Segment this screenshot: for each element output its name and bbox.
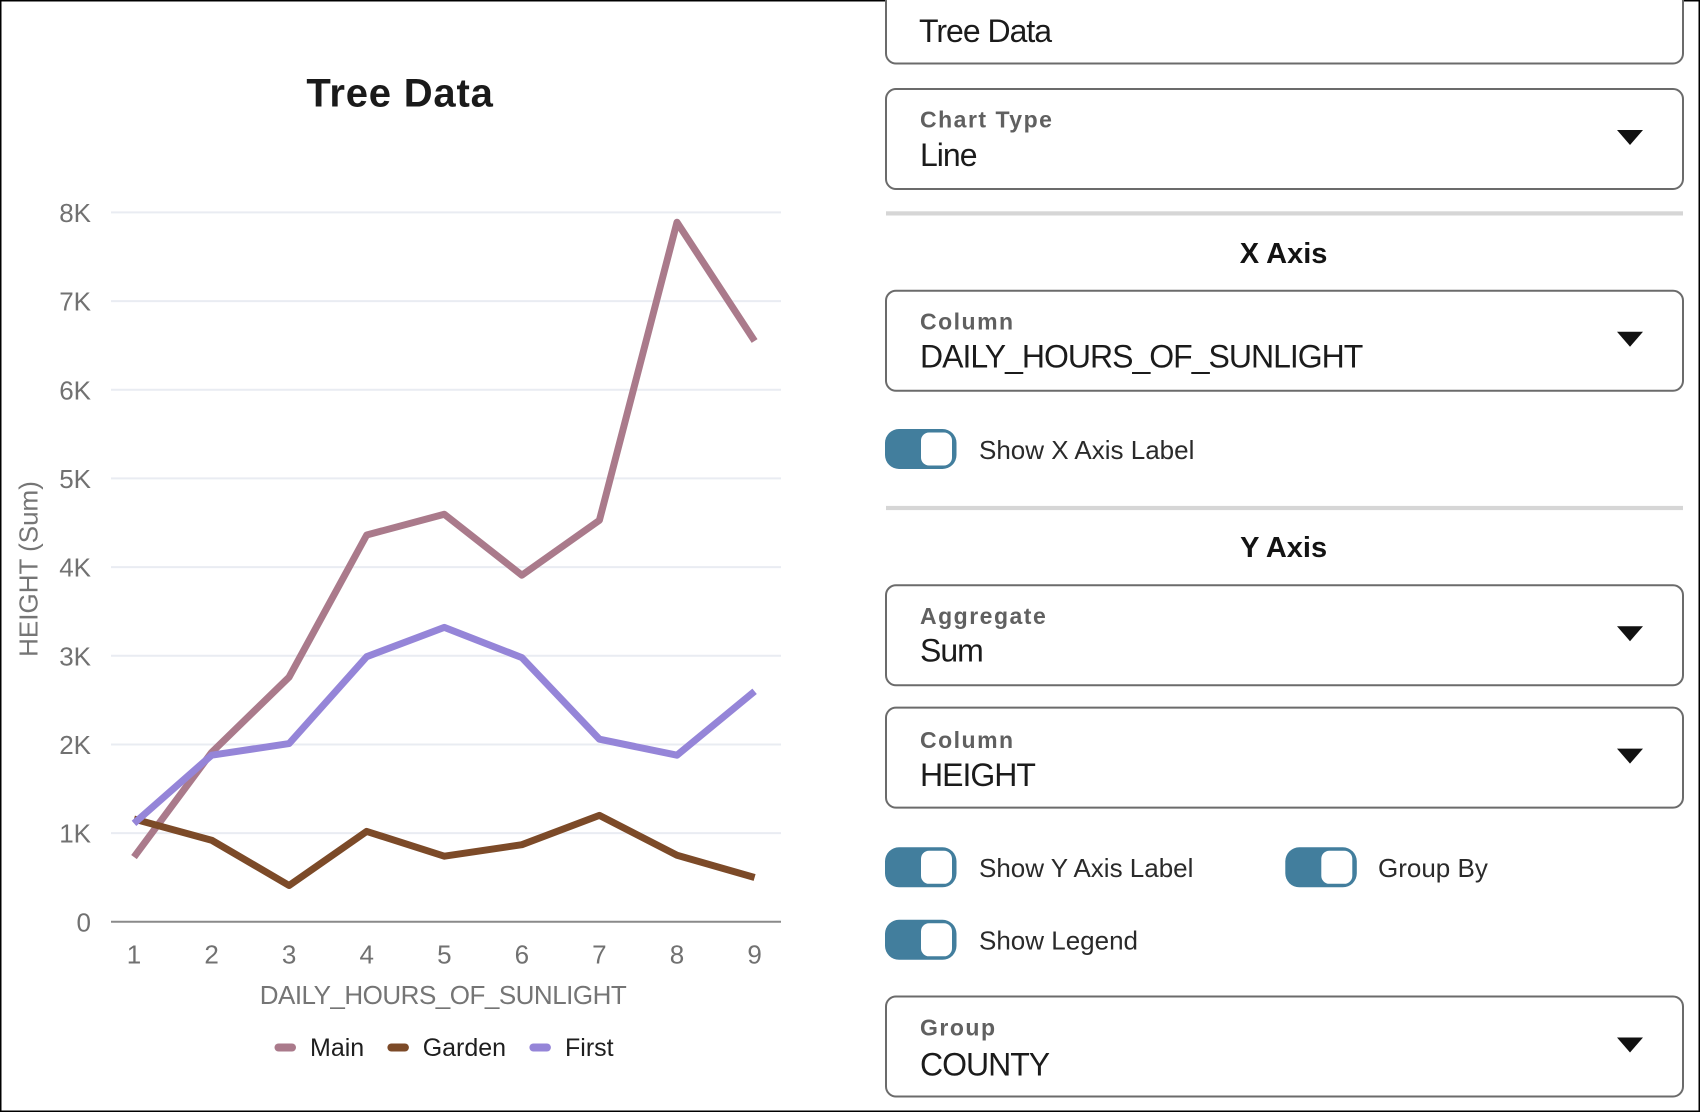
svg-text:1: 1 — [127, 939, 141, 969]
svg-text:DAILY_HOURS_OF_SUNLIGHT: DAILY_HOURS_OF_SUNLIGHT — [260, 980, 627, 1010]
svg-text:Show Y Axis Label: Show Y Axis Label — [979, 853, 1193, 883]
svg-text:Show X Axis Label: Show X Axis Label — [979, 435, 1194, 465]
svg-text:Line: Line — [920, 137, 977, 173]
svg-text:Column: Column — [920, 309, 1015, 335]
svg-text:2K: 2K — [59, 730, 91, 760]
svg-text:Group: Group — [920, 1015, 997, 1041]
svg-text:0: 0 — [77, 907, 91, 937]
svg-text:9: 9 — [747, 939, 761, 969]
svg-text:COUNTY: COUNTY — [920, 1047, 1050, 1083]
svg-text:HEIGHT: HEIGHT — [920, 757, 1035, 793]
svg-text:3: 3 — [282, 939, 296, 969]
svg-text:6: 6 — [515, 939, 529, 969]
svg-text:2: 2 — [204, 939, 218, 969]
svg-text:4: 4 — [359, 939, 373, 969]
svg-text:Y Axis: Y Axis — [1240, 532, 1327, 564]
svg-text:6K: 6K — [59, 375, 91, 405]
svg-text:Aggregate: Aggregate — [920, 603, 1047, 629]
svg-text:Show Legend: Show Legend — [979, 926, 1138, 956]
svg-text:Main: Main — [310, 1034, 364, 1062]
svg-text:3K: 3K — [59, 641, 91, 671]
svg-text:Tree Data: Tree Data — [306, 72, 493, 116]
svg-text:Tree Data: Tree Data — [919, 13, 1052, 49]
svg-text:5: 5 — [437, 939, 451, 969]
svg-text:1K: 1K — [59, 819, 91, 849]
svg-text:7: 7 — [592, 939, 606, 969]
svg-text:4K: 4K — [59, 553, 91, 583]
svg-text:8: 8 — [670, 939, 684, 969]
svg-text:Chart Type: Chart Type — [920, 107, 1053, 133]
svg-text:DAILY_HOURS_OF_SUNLIGHT: DAILY_HOURS_OF_SUNLIGHT — [920, 339, 1363, 375]
svg-text:7K: 7K — [59, 287, 91, 317]
svg-text:Sum: Sum — [920, 632, 983, 668]
svg-text:First: First — [565, 1034, 614, 1062]
svg-text:Garden: Garden — [423, 1034, 506, 1062]
svg-text:Group By: Group By — [1378, 853, 1488, 883]
svg-text:X Axis: X Axis — [1240, 238, 1328, 270]
svg-text:5K: 5K — [59, 464, 91, 494]
svg-text:Column: Column — [920, 727, 1015, 753]
svg-text:8K: 8K — [59, 198, 91, 228]
svg-text:HEIGHT (Sum): HEIGHT (Sum) — [14, 481, 44, 657]
